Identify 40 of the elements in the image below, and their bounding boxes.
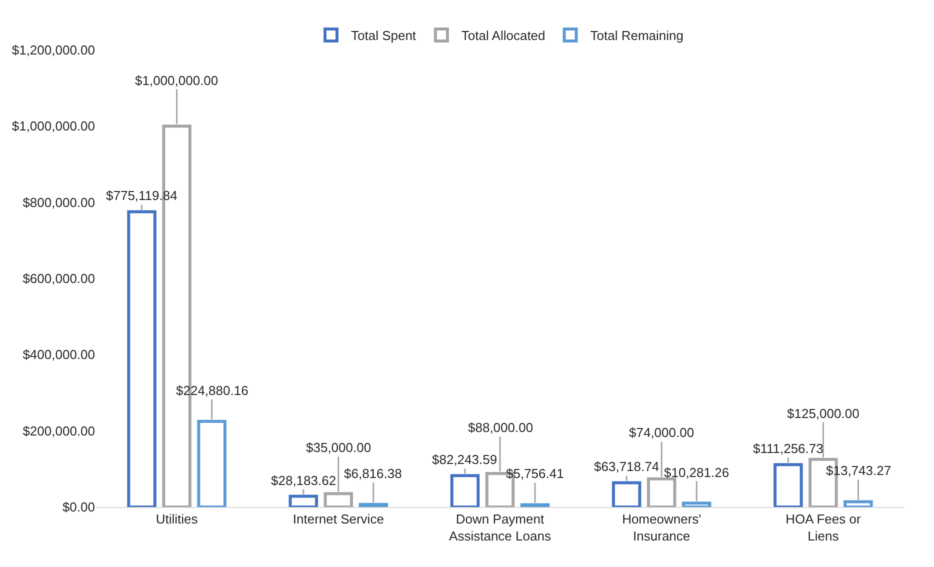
bar <box>288 494 318 507</box>
y-tick-label: $800,000.00 <box>22 194 95 210</box>
data-label: $13,743.27 <box>826 463 892 478</box>
y-tick-label: $1,000,000.00 <box>12 118 95 134</box>
data-label: $63,718.74 <box>594 459 660 474</box>
y-tick-label: $400,000.00 <box>22 347 95 362</box>
data-label: $6,816.38 <box>344 466 402 481</box>
x-tick-label: HOA Fees or Liens <box>786 512 862 544</box>
bar <box>197 420 226 507</box>
bar <box>612 481 642 507</box>
bar <box>844 500 873 507</box>
y-tick-label: $600,000.00 <box>22 271 95 286</box>
bar <box>520 503 550 507</box>
data-label: $111,256.73 <box>753 441 824 456</box>
data-label: $5,756.41 <box>506 466 564 481</box>
data-label: $125,000.00 <box>787 406 860 421</box>
data-label: $74,000.00 <box>629 425 694 440</box>
bar <box>358 502 388 507</box>
data-label: $28,183.62 <box>271 473 336 488</box>
legend-label: Total Remaining <box>590 28 684 44</box>
data-label: $224,880.16 <box>176 383 248 398</box>
data-label: $35,000.00 <box>306 440 372 455</box>
data-label: $10,281.26 <box>664 465 730 480</box>
y-tick-label: $200,000.00 <box>22 423 95 438</box>
x-tick-label: Utilities <box>156 512 198 527</box>
x-tick-label: Homeowners' Insurance <box>622 512 702 544</box>
bar <box>127 210 156 507</box>
bar <box>774 463 803 507</box>
data-label: $88,000.00 <box>468 420 534 435</box>
data-label: $82,243.59 <box>432 452 498 467</box>
y-tick-label: $0.00 <box>62 500 95 515</box>
x-tick-label: Internet Service <box>292 512 384 527</box>
data-label: $775,119.84 <box>106 188 178 203</box>
bar <box>682 502 712 507</box>
data-label: $1,000,000.00 <box>135 73 218 88</box>
legend-label: Total Spent <box>351 28 416 44</box>
legend-label: Total Allocated <box>461 28 546 44</box>
bar <box>450 474 480 507</box>
x-tick-label: Down Payment Assistance Loans <box>449 512 552 544</box>
y-tick-label: $1,200,000.00 <box>12 42 95 58</box>
